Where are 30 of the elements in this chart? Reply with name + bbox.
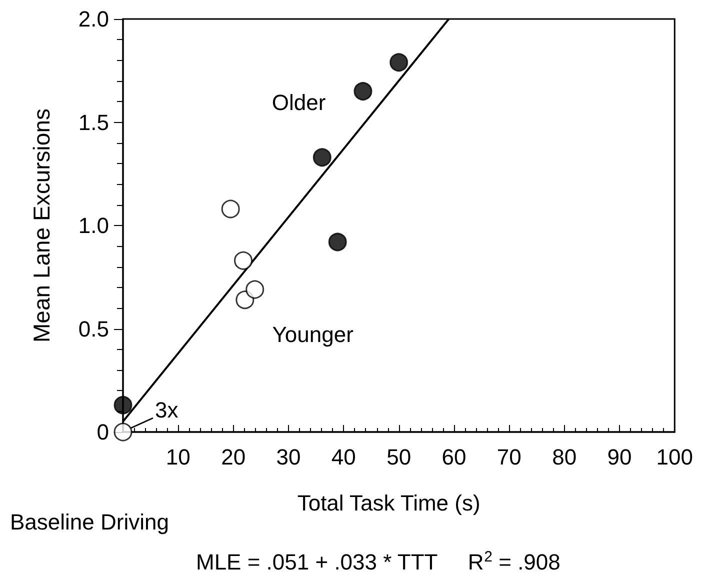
y-tick-label: 2.0 (78, 6, 109, 32)
y-tick-label: 1.0 (78, 213, 109, 238)
x-tick-label: 10 (166, 444, 190, 470)
x-axis-title: Total Task Time (s) (297, 490, 480, 516)
x-tick-label: 50 (386, 444, 412, 470)
y-axis-title: Mean Lane Excursions (28, 108, 54, 342)
x-tick-label: 30 (276, 444, 301, 470)
series-label: Younger (272, 322, 354, 348)
text: Baseline Driving (10, 510, 169, 534)
x-tick-label: 100 (656, 444, 694, 470)
point (328, 232, 347, 252)
series-label: Older (272, 90, 326, 115)
x-tick-label: 70 (496, 444, 522, 470)
point (221, 200, 240, 218)
x-tick-label: 60 (442, 444, 466, 470)
point (114, 422, 132, 442)
x-tick-label: 90 (607, 444, 632, 470)
x-tick-label: 80 (552, 444, 577, 470)
x-tick-label: 40 (331, 444, 356, 470)
y-tick-label: 0 (96, 420, 109, 444)
point (354, 82, 372, 101)
x-tick-label: 20 (221, 444, 246, 470)
y-tick-label: 0.5 (78, 316, 109, 342)
y-tick-label: 1.5 (78, 110, 109, 135)
point (114, 396, 132, 414)
point (312, 148, 332, 167)
annotation: 3x (155, 398, 178, 422)
point (246, 280, 264, 299)
point (234, 251, 253, 270)
point (390, 53, 408, 72)
